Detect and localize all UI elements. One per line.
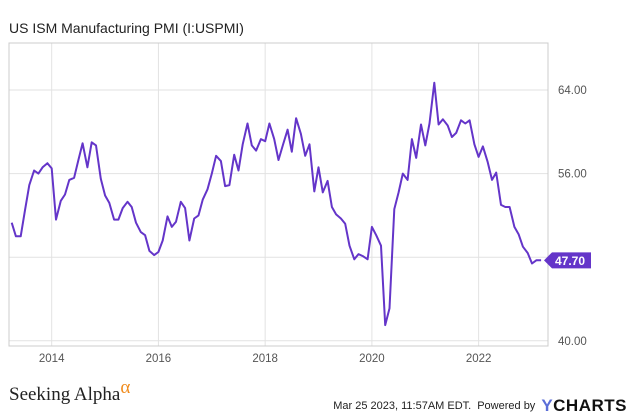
y-tick-label: 40.00 (558, 336, 587, 348)
plot-border (8, 42, 549, 347)
last-value-badge-shape (544, 252, 591, 269)
alpha-icon: α (120, 377, 131, 398)
y-tick-label: 56.00 (558, 169, 587, 181)
powered-by-label: Powered by (477, 400, 536, 412)
pmi-series-line (10, 81, 542, 327)
ycharts-logo[interactable]: YCHARTS (541, 396, 627, 416)
timestamp: Mar 25 2023, 11:57AM EDT. (333, 400, 472, 412)
seeking-alpha-logo[interactable]: Seeking Alphaα (9, 377, 130, 406)
y-tick-label: 64.00 (558, 85, 587, 97)
chart-grid (9, 43, 548, 346)
chart-title: US ISM Manufacturing PMI (I:USPMI) (9, 20, 244, 36)
brand-name: Seeking Alpha (9, 384, 121, 405)
x-axis: 2014 2016 2018 2020 2022 (39, 353, 492, 365)
ycharts-name: CHARTS (553, 396, 627, 415)
last-value-badge: 47.70 (544, 252, 591, 269)
x-tick-label: 2016 (146, 353, 172, 365)
last-value-label: 47.70 (555, 254, 585, 268)
x-tick-label: 2014 (39, 353, 65, 365)
ycharts-y-icon: Y (541, 396, 554, 415)
attribution: Mar 25 2023, 11:57AM EDT. Powered by YCH… (333, 396, 627, 416)
x-tick-label: 2020 (359, 353, 385, 365)
plot-frame (8, 42, 549, 347)
x-tick-label: 2022 (466, 353, 492, 365)
x-tick-label: 2018 (252, 353, 278, 365)
